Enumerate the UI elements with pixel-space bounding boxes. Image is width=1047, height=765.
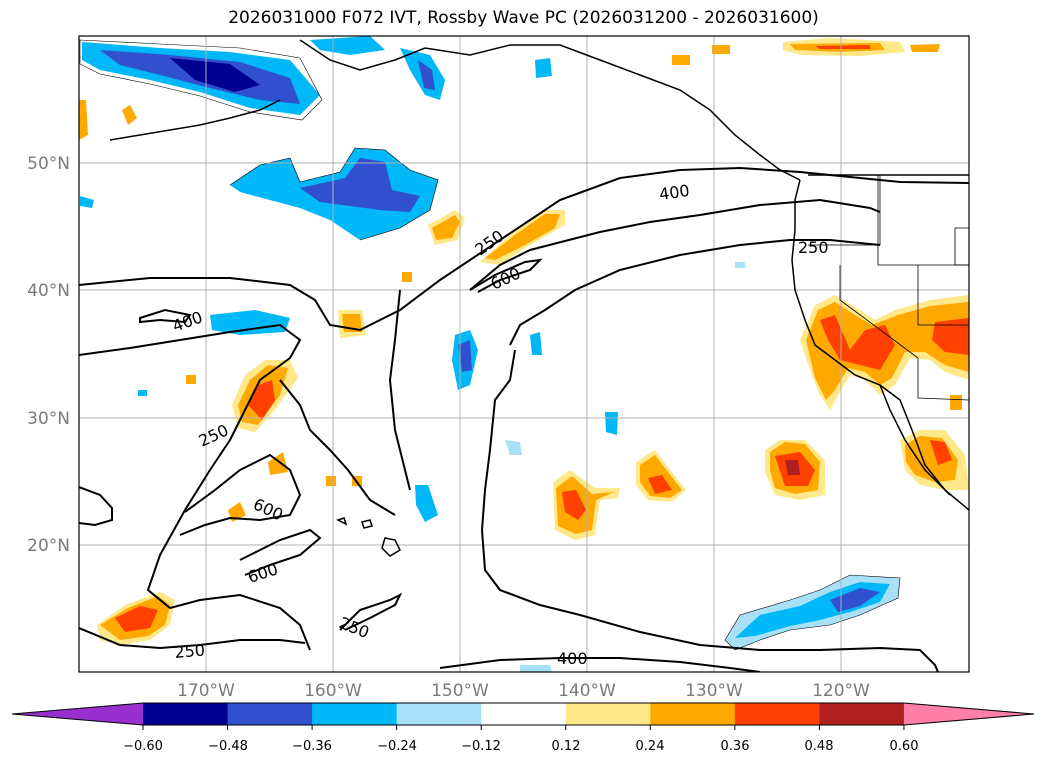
colorbar-tick-label: 0.36 <box>721 739 750 754</box>
map-title: 2026031000 F072 IVT, Rossby Wave PC (202… <box>228 8 819 28</box>
contour-label: 250 <box>798 238 829 257</box>
colorbar <box>11 702 1035 730</box>
positive-anomaly-shading <box>79 38 969 645</box>
lon-label: 140°W <box>558 681 616 701</box>
lat-label: 20°N <box>27 536 70 556</box>
longitude-labels: 170°W 160°W 150°W 140°W 130°W 120°W <box>177 681 870 701</box>
colorbar-tick-label: 0.24 <box>636 739 665 754</box>
colorbar-tick-label: −0.24 <box>377 739 417 754</box>
lon-label: 120°W <box>812 681 870 701</box>
colorbar-swatch <box>312 703 398 725</box>
lon-label: 150°W <box>431 681 489 701</box>
colorbar-tick-label: 0.48 <box>805 739 834 754</box>
negative-anomaly-shading <box>79 36 901 672</box>
colorbar-swatch <box>481 703 567 725</box>
lat-label: 50°N <box>27 154 70 174</box>
graticule <box>79 36 969 672</box>
lon-label: 170°W <box>177 681 235 701</box>
colorbar-tick-label: 0.12 <box>552 739 581 754</box>
map-border <box>78 35 970 673</box>
lon-label: 130°W <box>685 681 743 701</box>
lon-label: 160°W <box>304 681 362 701</box>
colorbar-tick-label: −0.60 <box>123 739 163 754</box>
colorbar-tick-label: −0.36 <box>292 739 332 754</box>
contour-label: 400 <box>557 649 588 668</box>
colorbar-extension-min <box>12 703 143 725</box>
latitude-labels: 50°N 40°N 30°N 20°N <box>27 154 70 556</box>
colorbar-swatch <box>819 703 905 725</box>
contour-label: 250 <box>174 640 206 662</box>
ivt-contours <box>79 166 969 672</box>
lat-label: 40°N <box>27 281 70 301</box>
colorbar-swatch <box>227 703 313 725</box>
colorbar-tick-label: −0.12 <box>461 739 501 754</box>
colorbar-swatch <box>650 703 736 725</box>
colorbar-extension-max <box>903 703 1034 725</box>
colorbar-swatch <box>396 703 482 725</box>
colorbar-swatch <box>143 703 229 725</box>
colorbar-swatch <box>565 703 651 725</box>
lat-label: 30°N <box>27 409 70 429</box>
colorbar-tick-label: −0.48 <box>208 739 248 754</box>
contour-label: 400 <box>658 181 691 204</box>
colorbar-ticks: −0.60 −0.48 −0.36 −0.24 −0.12 0.12 0.24 … <box>123 739 918 754</box>
colorbar-tick-label: 0.60 <box>890 739 919 754</box>
colorbar-swatch <box>734 703 820 725</box>
